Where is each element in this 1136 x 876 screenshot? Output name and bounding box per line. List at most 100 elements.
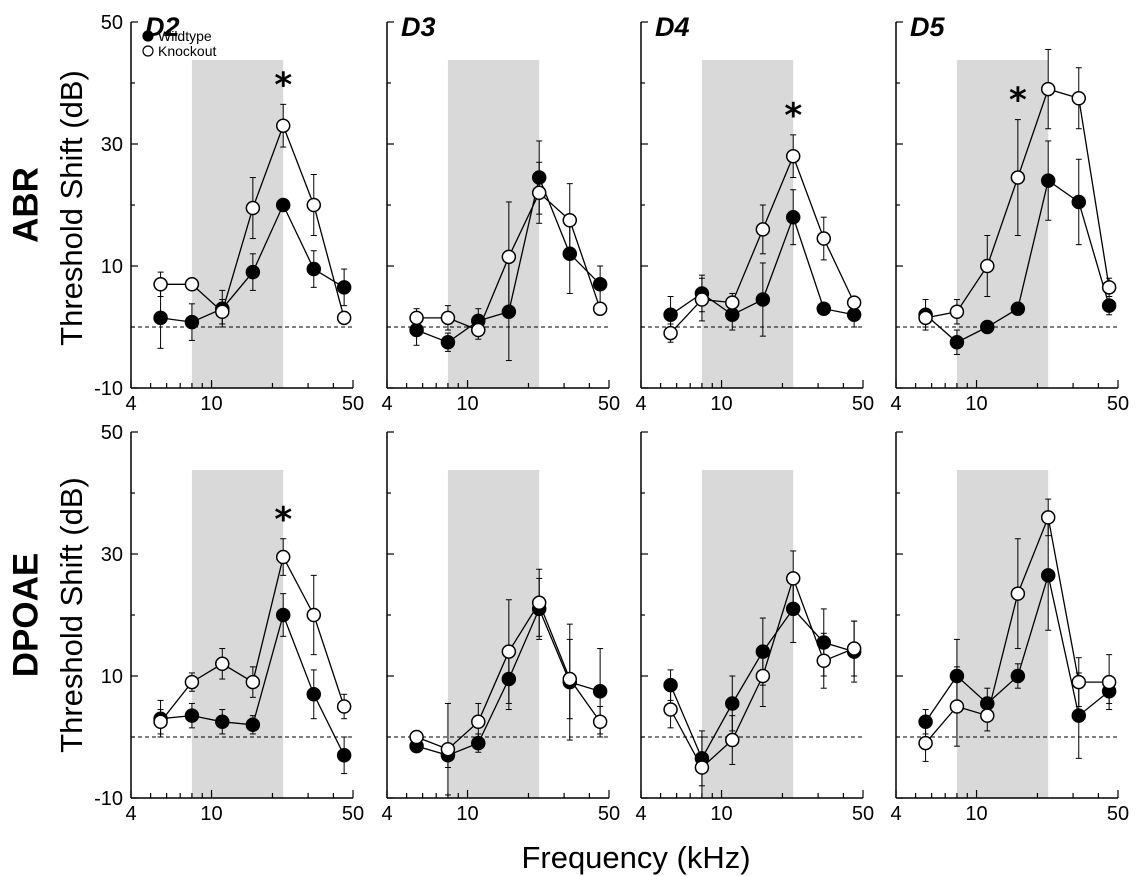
knockout-marker xyxy=(980,258,995,274)
y-tick-label: -10 xyxy=(94,378,123,400)
knockout-marker xyxy=(215,656,230,672)
panel-abr-5: 4 10 50 D5 * xyxy=(890,12,1129,415)
knockout-marker xyxy=(215,304,230,319)
x-tick-label: 50 xyxy=(1107,803,1129,825)
row-label-dpoae: DPOAE xyxy=(6,553,45,677)
wildtype-marker xyxy=(306,261,322,277)
wildtype-marker xyxy=(755,644,771,659)
significance-asterisk: * xyxy=(784,96,802,136)
knockout-marker xyxy=(816,231,832,246)
wildtype-marker xyxy=(663,677,678,693)
x-tick-label: 10 xyxy=(710,803,732,825)
wildtype-marker xyxy=(1010,668,1026,684)
legend-wildtype-label: Wildtype xyxy=(158,28,212,44)
x-tick-label: 50 xyxy=(598,393,620,415)
wildtype-marker xyxy=(275,607,291,623)
wildtype-marker xyxy=(501,304,517,319)
wildtype-marker xyxy=(215,714,230,729)
wildtype-marker xyxy=(1040,568,1056,583)
wildtype-marker xyxy=(336,280,352,295)
x-tick-label: 50 xyxy=(342,803,364,825)
wildtype-marker xyxy=(275,197,291,213)
x-tick-label: 10 xyxy=(710,393,732,415)
knockout-marker xyxy=(501,644,517,659)
wildtype-marker xyxy=(1071,194,1087,210)
knockout-marker xyxy=(755,222,771,237)
x-tick-label: 10 xyxy=(200,803,222,825)
knockout-marker xyxy=(785,571,801,586)
knockout-marker xyxy=(1071,91,1087,106)
wildtype-marker xyxy=(785,209,801,225)
shaded-band xyxy=(701,60,794,388)
knockout-marker xyxy=(306,197,322,213)
knockout-marker xyxy=(562,671,578,687)
x-tick-label: 50 xyxy=(598,803,620,825)
knockout-marker xyxy=(440,310,456,326)
knockout-marker xyxy=(501,249,517,265)
wildtype-marker xyxy=(562,246,578,262)
knockout-marker xyxy=(1040,81,1056,97)
wildtype-marker xyxy=(245,264,261,280)
wildtype-marker xyxy=(592,277,608,292)
wildtype-marker xyxy=(755,292,771,307)
y-tick-label: 50 xyxy=(101,422,123,444)
x-tick-label: 50 xyxy=(1107,393,1129,415)
knockout-marker xyxy=(275,549,291,565)
y-tick-label: 30 xyxy=(101,544,123,566)
knockout-marker xyxy=(846,295,862,310)
significance-asterisk: * xyxy=(274,500,292,540)
knockout-marker xyxy=(725,295,740,310)
knockout-marker xyxy=(663,702,678,717)
x-tick-label: 50 xyxy=(852,393,874,415)
x-tick-label: 4 xyxy=(125,393,136,415)
wildtype-marker xyxy=(663,307,678,323)
wildtype-marker xyxy=(980,696,995,711)
knockout-marker xyxy=(306,607,322,623)
y-tick-label: 10 xyxy=(101,666,123,688)
x-tick-label: 4 xyxy=(635,393,646,415)
knockout-marker xyxy=(471,714,486,729)
wildtype-marker xyxy=(153,310,168,326)
knockout-marker xyxy=(440,741,456,757)
knockout-marker xyxy=(694,760,710,775)
knockout-marker xyxy=(1010,170,1026,185)
x-tick-label: 10 xyxy=(456,393,478,415)
wildtype-marker xyxy=(1040,173,1056,188)
x-tick-label: 4 xyxy=(635,803,646,825)
knockout-marker xyxy=(184,674,200,690)
wildtype-marker xyxy=(440,335,456,350)
knockout-marker xyxy=(980,708,995,723)
y-tick-label: 10 xyxy=(101,256,123,278)
knockout-marker xyxy=(336,699,352,714)
knockout-marker xyxy=(184,277,200,292)
wildtype-marker xyxy=(816,635,832,650)
significance-asterisk: * xyxy=(274,65,292,105)
shaded-band xyxy=(956,470,1049,798)
knockout-marker xyxy=(1040,510,1056,525)
row-label-abr: ABR xyxy=(6,167,45,243)
shaded-band xyxy=(701,470,794,798)
panel-dpoae-5: 4 10 50 xyxy=(890,431,1129,825)
knockout-marker xyxy=(1101,674,1117,690)
knockout-marker xyxy=(471,322,486,338)
knockout-marker xyxy=(1101,280,1117,295)
wildtype-marker xyxy=(1101,298,1117,313)
wildtype-marker xyxy=(592,684,608,699)
panel-title: D3 xyxy=(401,12,436,42)
shaded-band xyxy=(447,60,540,388)
wildtype-marker xyxy=(409,322,424,338)
knockout-marker xyxy=(1071,674,1087,690)
wildtype-marker xyxy=(1071,708,1087,723)
wildtype-marker xyxy=(949,668,965,684)
wildtype-marker xyxy=(184,314,200,330)
knockout-marker xyxy=(816,653,832,668)
wildtype-marker xyxy=(816,301,832,316)
knockout-marker xyxy=(755,668,771,684)
x-axis-label: Frequency (kHz) xyxy=(521,840,750,875)
x-tick-label: 4 xyxy=(381,393,392,415)
panel-abr-3: 4 10 50 D3 xyxy=(381,12,620,415)
panel-dpoae-3: 4 10 50 xyxy=(381,431,620,825)
knockout-marker xyxy=(275,118,291,133)
knockout-marker xyxy=(245,674,261,690)
